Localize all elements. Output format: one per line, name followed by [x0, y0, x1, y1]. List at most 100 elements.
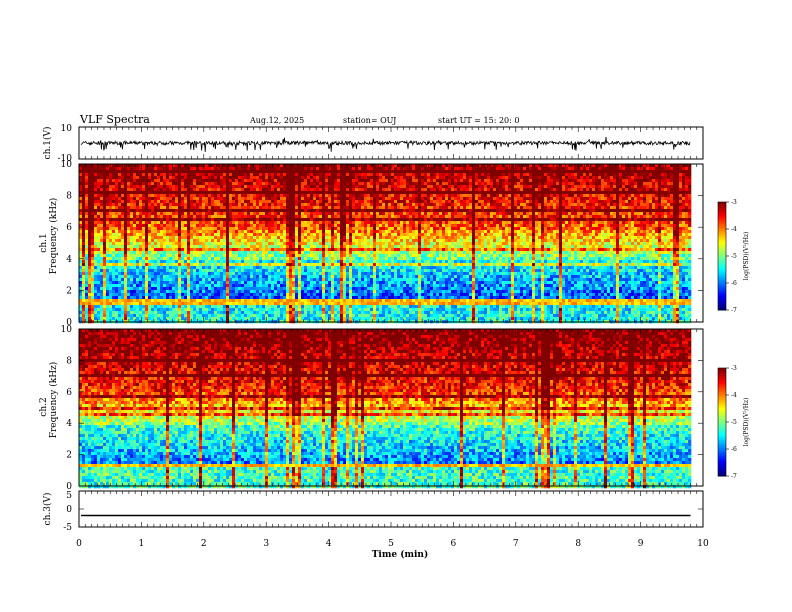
spectrogram-cell	[436, 200, 440, 204]
spectrogram-cell	[400, 224, 404, 228]
spectrogram-cell	[142, 224, 146, 228]
spectrogram-cell	[304, 224, 308, 228]
spectrogram-cell	[103, 185, 107, 189]
spectrogram-cell	[151, 164, 155, 168]
spectrogram-cell	[250, 191, 254, 195]
spectrogram-cell	[442, 188, 446, 192]
spectrogram-cell	[400, 203, 404, 207]
spectrogram-cell	[214, 191, 218, 195]
spectrogram-cell	[271, 185, 275, 189]
spectrogram-cell	[592, 185, 596, 189]
spectrogram-cell	[190, 197, 194, 201]
spectrogram-cell	[646, 209, 650, 213]
spectrogram-cell	[349, 185, 353, 189]
spectrogram-cell	[577, 203, 581, 207]
spectrogram-cell	[628, 194, 632, 198]
spectrogram-cell	[649, 221, 653, 225]
spectrogram-cell	[271, 176, 275, 180]
spectrogram-cell	[217, 230, 221, 234]
spectrogram-cell	[430, 203, 434, 207]
spectrogram-cell	[325, 188, 329, 192]
spectrogram-cell	[607, 200, 611, 204]
spectrogram-cell	[214, 170, 218, 174]
spectrogram-cell	[394, 206, 398, 210]
spectrogram-cell	[646, 215, 650, 219]
spectrogram-cell	[682, 194, 686, 198]
spectrogram-cell	[361, 212, 365, 216]
spectrogram-cell	[526, 227, 530, 231]
spectrogram-cell	[505, 188, 509, 192]
spectrogram-cell	[196, 167, 200, 171]
spectrogram-cell	[112, 218, 116, 222]
spectrogram-cell	[526, 218, 530, 222]
spectrogram-cell	[649, 179, 653, 183]
spectrogram-cell	[505, 194, 509, 198]
spectrogram-cell	[115, 179, 119, 183]
spectrogram-cell	[361, 227, 365, 231]
spectrogram-cell	[301, 167, 305, 171]
spectrogram-cell	[478, 185, 482, 189]
spectrogram-cell	[340, 200, 344, 204]
spectrogram-cell	[208, 185, 212, 189]
spectrogram-cell	[436, 221, 440, 225]
spectrogram-cell	[148, 203, 152, 207]
spectrogram-cell	[109, 191, 113, 195]
spectrogram-cell	[298, 179, 302, 183]
spectrogram-cell	[280, 221, 284, 225]
spectrogram-cell	[463, 170, 467, 174]
spectrogram-cell	[298, 194, 302, 198]
spectrogram-cell	[397, 164, 401, 168]
spectrogram-cell	[217, 200, 221, 204]
spectrogram-cell	[409, 176, 413, 180]
spectrogram-cell	[553, 188, 557, 192]
spectrogram-cell	[631, 191, 635, 195]
spectrogram-cell	[166, 224, 170, 228]
spectrogram-cell	[370, 227, 374, 231]
spectrogram-cell	[337, 170, 341, 174]
spectrogram-cell	[280, 230, 284, 234]
spectrogram-cell	[538, 221, 542, 225]
spectrogram-cell	[547, 176, 551, 180]
spectrogram-cell	[157, 203, 161, 207]
spectrogram-cell	[379, 218, 383, 222]
spectrogram-cell	[532, 176, 536, 180]
spectrogram-cell	[337, 218, 341, 222]
spectrogram-cell	[610, 188, 614, 192]
spectrogram-cell	[640, 206, 644, 210]
spectrogram-cell	[82, 173, 86, 177]
spectrogram-cell	[337, 173, 341, 177]
spectrogram-cell	[109, 203, 113, 207]
spectrogram-cell	[577, 179, 581, 183]
spectrogram-cell	[346, 230, 350, 234]
spectrogram-cell	[190, 221, 194, 225]
spectrogram-cell	[565, 188, 569, 192]
spectrogram-cell	[385, 176, 389, 180]
spectrogram-cell	[646, 227, 650, 231]
spectrogram-cell	[598, 170, 602, 174]
spectrogram-cell	[673, 167, 677, 171]
spectrogram-cell	[142, 203, 146, 207]
spectrogram-cell	[553, 185, 557, 189]
spectrogram-cell	[178, 170, 182, 174]
spectrogram-cell	[148, 224, 152, 228]
spectrogram-cell	[460, 191, 464, 195]
spectrogram-cell	[331, 209, 335, 213]
spectrogram-cell	[373, 230, 377, 234]
spectrogram-cell	[166, 170, 170, 174]
spectrogram-cell	[646, 191, 650, 195]
spectrogram-cell	[208, 224, 212, 228]
spectrogram-cell	[604, 200, 608, 204]
spectrogram-cell	[541, 215, 545, 219]
spectrogram-cell	[247, 206, 251, 210]
spectrogram-cell	[535, 209, 539, 213]
spectrogram-cell	[436, 191, 440, 195]
spectrogram-cell	[631, 185, 635, 189]
spectrogram-cell	[196, 221, 200, 225]
spectrogram-cell	[637, 182, 641, 186]
spectrogram-cell	[139, 182, 143, 186]
spectrogram-cell	[502, 179, 506, 183]
spectrogram-cell	[376, 179, 380, 183]
spectrogram-cell	[256, 197, 260, 201]
spectrogram-cell	[166, 179, 170, 183]
spectrogram-cell	[610, 176, 614, 180]
